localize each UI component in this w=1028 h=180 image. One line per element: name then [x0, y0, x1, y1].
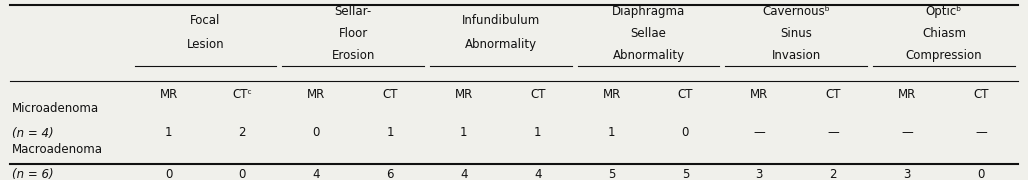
Text: 0: 0: [313, 126, 320, 139]
Text: 4: 4: [534, 168, 542, 180]
Text: 4: 4: [313, 168, 320, 180]
Text: MR: MR: [897, 88, 916, 101]
Text: 1: 1: [164, 126, 173, 139]
Text: Sinus: Sinus: [780, 27, 812, 40]
Text: 3: 3: [756, 168, 763, 180]
Text: (n = 6): (n = 6): [12, 168, 53, 180]
Text: MR: MR: [750, 88, 768, 101]
Text: MR: MR: [307, 88, 325, 101]
Text: Diaphragma: Diaphragma: [612, 5, 685, 18]
Text: 1: 1: [608, 126, 616, 139]
Text: Sellae: Sellae: [630, 27, 666, 40]
Text: 0: 0: [977, 168, 985, 180]
Text: MR: MR: [159, 88, 178, 101]
Text: 5: 5: [608, 168, 616, 180]
Text: Invasion: Invasion: [772, 49, 820, 62]
Text: 2: 2: [238, 126, 246, 139]
Text: CT: CT: [530, 88, 546, 101]
Text: 1: 1: [387, 126, 394, 139]
Text: 0: 0: [164, 168, 173, 180]
Text: CTᶜ: CTᶜ: [232, 88, 252, 101]
Text: CT: CT: [382, 88, 398, 101]
Text: 1: 1: [534, 126, 542, 139]
Text: 6: 6: [387, 168, 394, 180]
Text: Focal: Focal: [190, 14, 221, 27]
Text: Microadenoma: Microadenoma: [12, 102, 100, 115]
Text: CT: CT: [974, 88, 989, 101]
Text: 5: 5: [682, 168, 689, 180]
Text: Abnormality: Abnormality: [465, 37, 537, 51]
Text: Lesion: Lesion: [187, 37, 224, 51]
Text: 1: 1: [461, 126, 468, 139]
Text: —: —: [828, 126, 839, 139]
Text: —: —: [975, 126, 987, 139]
Text: (n = 4): (n = 4): [12, 127, 53, 140]
Text: 4: 4: [461, 168, 468, 180]
Text: —: —: [754, 126, 765, 139]
Text: Floor: Floor: [338, 27, 368, 40]
Text: Chiasm: Chiasm: [922, 27, 966, 40]
Text: 0: 0: [238, 168, 246, 180]
Text: Erosion: Erosion: [331, 49, 375, 62]
Text: CT: CT: [825, 88, 841, 101]
Text: —: —: [902, 126, 913, 139]
Text: Cavernousᵇ: Cavernousᵇ: [763, 5, 830, 18]
Text: Sellar-: Sellar-: [334, 5, 372, 18]
Text: 2: 2: [830, 168, 837, 180]
Text: 0: 0: [682, 126, 689, 139]
Text: Compression: Compression: [906, 49, 982, 62]
Text: Macroadenoma: Macroadenoma: [12, 143, 104, 156]
Text: MR: MR: [454, 88, 473, 101]
Text: MR: MR: [602, 88, 621, 101]
Text: Infundibulum: Infundibulum: [462, 14, 540, 27]
Text: Abnormality: Abnormality: [613, 49, 685, 62]
Text: CT: CT: [677, 88, 693, 101]
Text: 3: 3: [904, 168, 911, 180]
Text: Opticᵇ: Opticᵇ: [926, 5, 962, 18]
